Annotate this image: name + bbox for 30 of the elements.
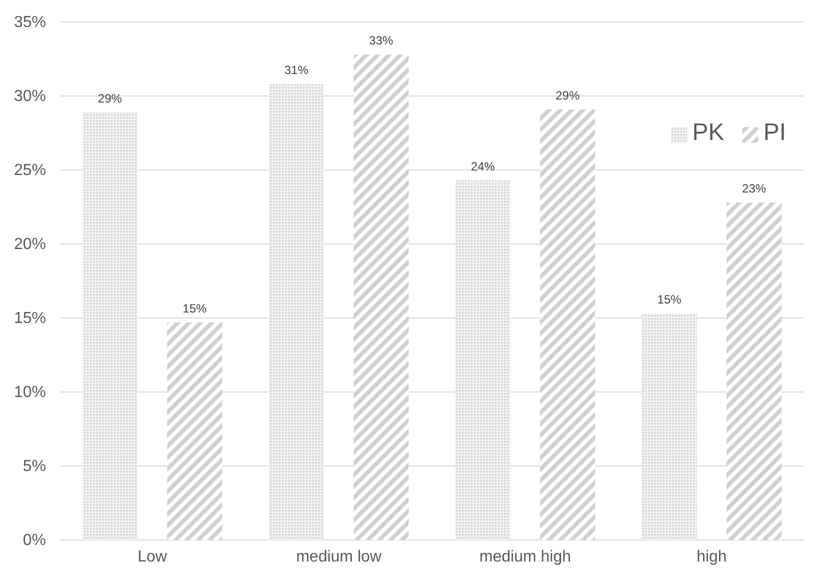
y-tick-label: 5%	[22, 458, 46, 476]
x-tick-label: Low	[138, 548, 168, 566]
bar	[455, 180, 510, 540]
legend-label: PK	[692, 119, 724, 146]
bar	[642, 314, 697, 540]
legend-label: PI	[763, 119, 786, 146]
x-tick-label: medium high	[479, 548, 572, 566]
bar	[82, 112, 138, 540]
data-label: 23%	[742, 182, 766, 196]
y-tick-label: 20%	[14, 236, 46, 254]
y-tick-label: 30%	[14, 88, 46, 106]
y-tick-label: 0%	[22, 532, 46, 550]
bar	[726, 202, 782, 540]
data-label: 15%	[182, 301, 208, 316]
y-tick-label: 10%	[14, 384, 46, 402]
y-tick-label: 35%	[14, 14, 46, 32]
bar	[540, 109, 596, 540]
data-label: 33%	[369, 34, 394, 48]
y-tick-label: 25%	[14, 162, 46, 180]
bar	[167, 322, 222, 540]
data-label: 29%	[98, 91, 122, 106]
bar	[268, 84, 324, 540]
data-label: 24%	[470, 159, 496, 174]
data-label: 29%	[556, 88, 580, 102]
data-label: 31%	[284, 63, 309, 78]
data-label: 15%	[657, 292, 682, 307]
y-tick-label: 15%	[14, 310, 46, 328]
bar	[354, 54, 409, 540]
x-tick-label: medium low	[296, 548, 382, 566]
x-tick-label: high	[696, 548, 727, 566]
